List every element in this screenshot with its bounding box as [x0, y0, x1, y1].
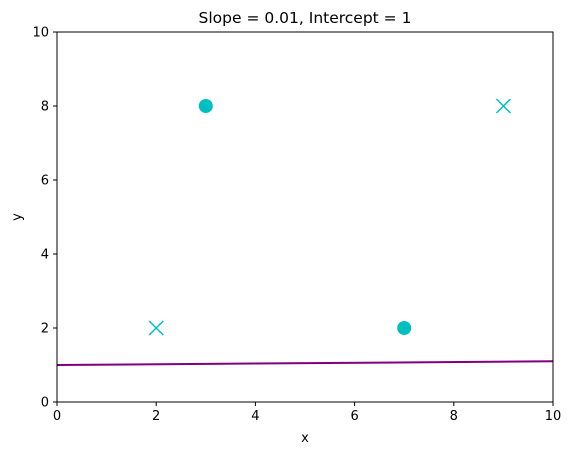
point-x-1 — [495, 98, 511, 114]
axes-frame — [56, 31, 554, 403]
fit-line — [56, 360, 554, 366]
y-axis-label: y — [10, 213, 25, 221]
x-axis-label: x — [301, 431, 309, 446]
x-tick-label: 6 — [350, 409, 358, 424]
point-x-stroke — [495, 98, 511, 114]
x-tick-label: 10 — [545, 409, 562, 424]
y-tick-label: 2 — [41, 322, 49, 337]
x-tick-label: 8 — [450, 409, 458, 424]
y-axis-ticks: 0 2 4 6 8 10 — [32, 26, 57, 411]
point-circle-0 — [198, 99, 213, 113]
y-tick-label: 6 — [41, 174, 49, 189]
chart-title: Slope = 0.01, Intercept = 1 — [199, 9, 412, 27]
y-tick-label: 8 — [41, 100, 49, 115]
x-tick-label: 2 — [152, 409, 160, 424]
point-x-0 — [148, 320, 164, 336]
x-axis-ticks: 0 2 4 6 8 10 — [53, 402, 561, 424]
x-tick-label: 0 — [53, 409, 61, 424]
y-tick-label: 4 — [41, 248, 49, 263]
point-x-stroke — [148, 320, 164, 336]
x-tick-label: 4 — [251, 409, 259, 424]
y-tick-label: 0 — [41, 396, 49, 411]
plot-area — [56, 31, 554, 403]
y-tick-label: 10 — [32, 26, 49, 41]
point-circle-1 — [397, 321, 412, 335]
